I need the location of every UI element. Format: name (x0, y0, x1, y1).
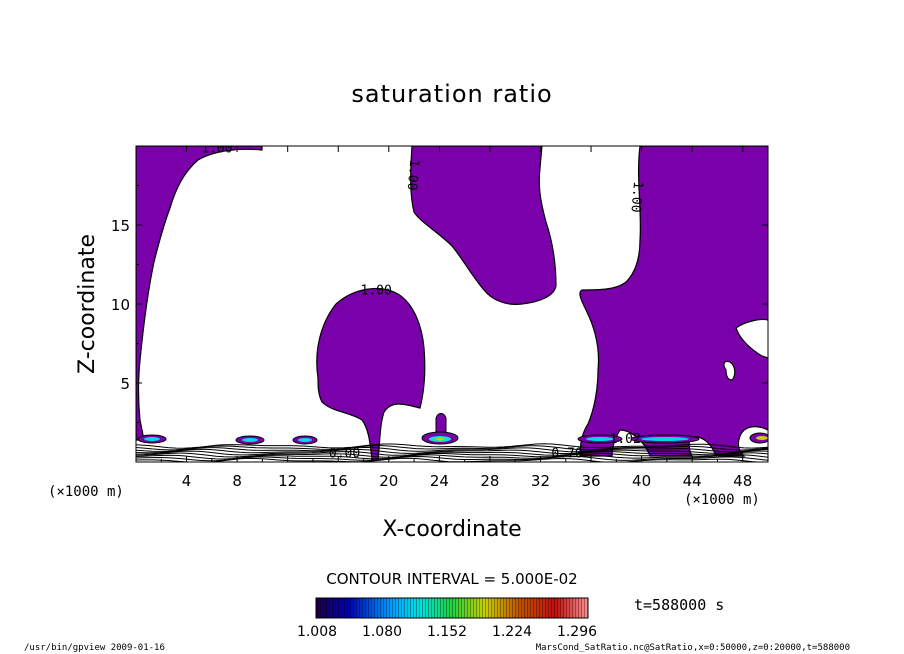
cloud-patch (630, 434, 700, 444)
plot-area: 1.00 1.00 1.00 1.00 0.00 0.70 1.02 (136, 141, 768, 462)
y-tick-label: 15 (111, 217, 130, 235)
surface-contour-line (136, 452, 768, 458)
contour-label: 1.00 (361, 284, 392, 299)
contour-label: 1.00 (404, 158, 422, 191)
cloud-patch (137, 434, 167, 444)
x-axis-label: X-coordinate (382, 517, 521, 542)
surface-contour-line (136, 446, 768, 453)
x-tick-label: 36 (581, 472, 600, 490)
x-unit-label-left: (×1000 m) (48, 484, 124, 500)
colorbar-tick-label: 1.224 (492, 624, 532, 640)
x-tick-label: 48 (733, 472, 752, 490)
x-tick-label: 4 (182, 472, 192, 490)
x-tick-label: 20 (379, 472, 398, 490)
surface-contour-line (136, 443, 768, 449)
surface-contour-lines (136, 443, 768, 462)
colorbar-tick-labels: 1.008 1.080 1.152 1.224 1.296 (297, 624, 597, 640)
x-tick-label: 16 (329, 472, 348, 490)
contour-label: 1.00 (201, 141, 232, 156)
x-tick-label: 40 (632, 472, 651, 490)
y-axis-ticks: 5 10 15 (111, 185, 768, 423)
y-tick-label: 5 (120, 375, 130, 393)
y-tick-label: 10 (111, 296, 130, 314)
footer-right: MarsCond_SatRatio.nc@SatRatio,x=0:50000,… (536, 643, 850, 653)
surface-contour-line (136, 448, 768, 454)
region-right-hole (723, 360, 736, 381)
cloud-patch (577, 434, 623, 444)
chart-title: saturation ratio (351, 80, 552, 108)
cloud-patch (292, 435, 318, 445)
x-axis-ticks: 4 8 12 16 20 24 28 32 36 40 44 48 (160, 146, 752, 490)
cloud-patch (749, 432, 768, 444)
region-center-dome (316, 287, 426, 461)
x-tick-label: 24 (430, 472, 449, 490)
contour-label: 0.70 (551, 446, 582, 461)
surface-contour-line (136, 445, 768, 451)
colorbar-tick-label: 1.008 (297, 624, 337, 640)
x-tick-label: 44 (683, 472, 702, 490)
footer-left: /usr/bin/gpview 2009-01-16 (24, 643, 165, 653)
colorbar: 1.008 1.080 1.152 1.224 1.296 (297, 597, 597, 640)
colorbar-tick-label: 1.152 (427, 624, 467, 640)
x-tick-label: 8 (232, 472, 242, 490)
cloud-patch (235, 435, 265, 445)
time-label: t=588000 s (634, 596, 724, 614)
contour-label: 0.00 (329, 446, 360, 461)
saturated-regions (136, 146, 768, 461)
x-tick-label: 32 (531, 472, 550, 490)
contour-label: 1.02 (610, 432, 641, 447)
contour-label: 1.00 (627, 181, 645, 214)
contour-labels: 1.00 1.00 1.00 1.00 0.00 0.70 1.02 (201, 141, 645, 461)
surface-contour-line (136, 455, 768, 462)
region-center-top (410, 146, 557, 305)
x-unit-label-right: (×1000 m) (684, 492, 760, 508)
colorbar-tick-label: 1.080 (362, 624, 402, 640)
surface-cloud-patches (137, 413, 768, 445)
colorbar-tick-label: 1.296 (557, 624, 597, 640)
region-left (136, 146, 263, 441)
x-tick-label: 28 (480, 472, 499, 490)
surface-contour-line (136, 450, 768, 456)
cloud-patch (421, 413, 459, 445)
y-axis-label: Z-coordinate (75, 234, 100, 374)
contour-interval-text: CONTOUR INTERVAL = 5.000E-02 (326, 570, 577, 588)
x-tick-label: 12 (278, 472, 297, 490)
